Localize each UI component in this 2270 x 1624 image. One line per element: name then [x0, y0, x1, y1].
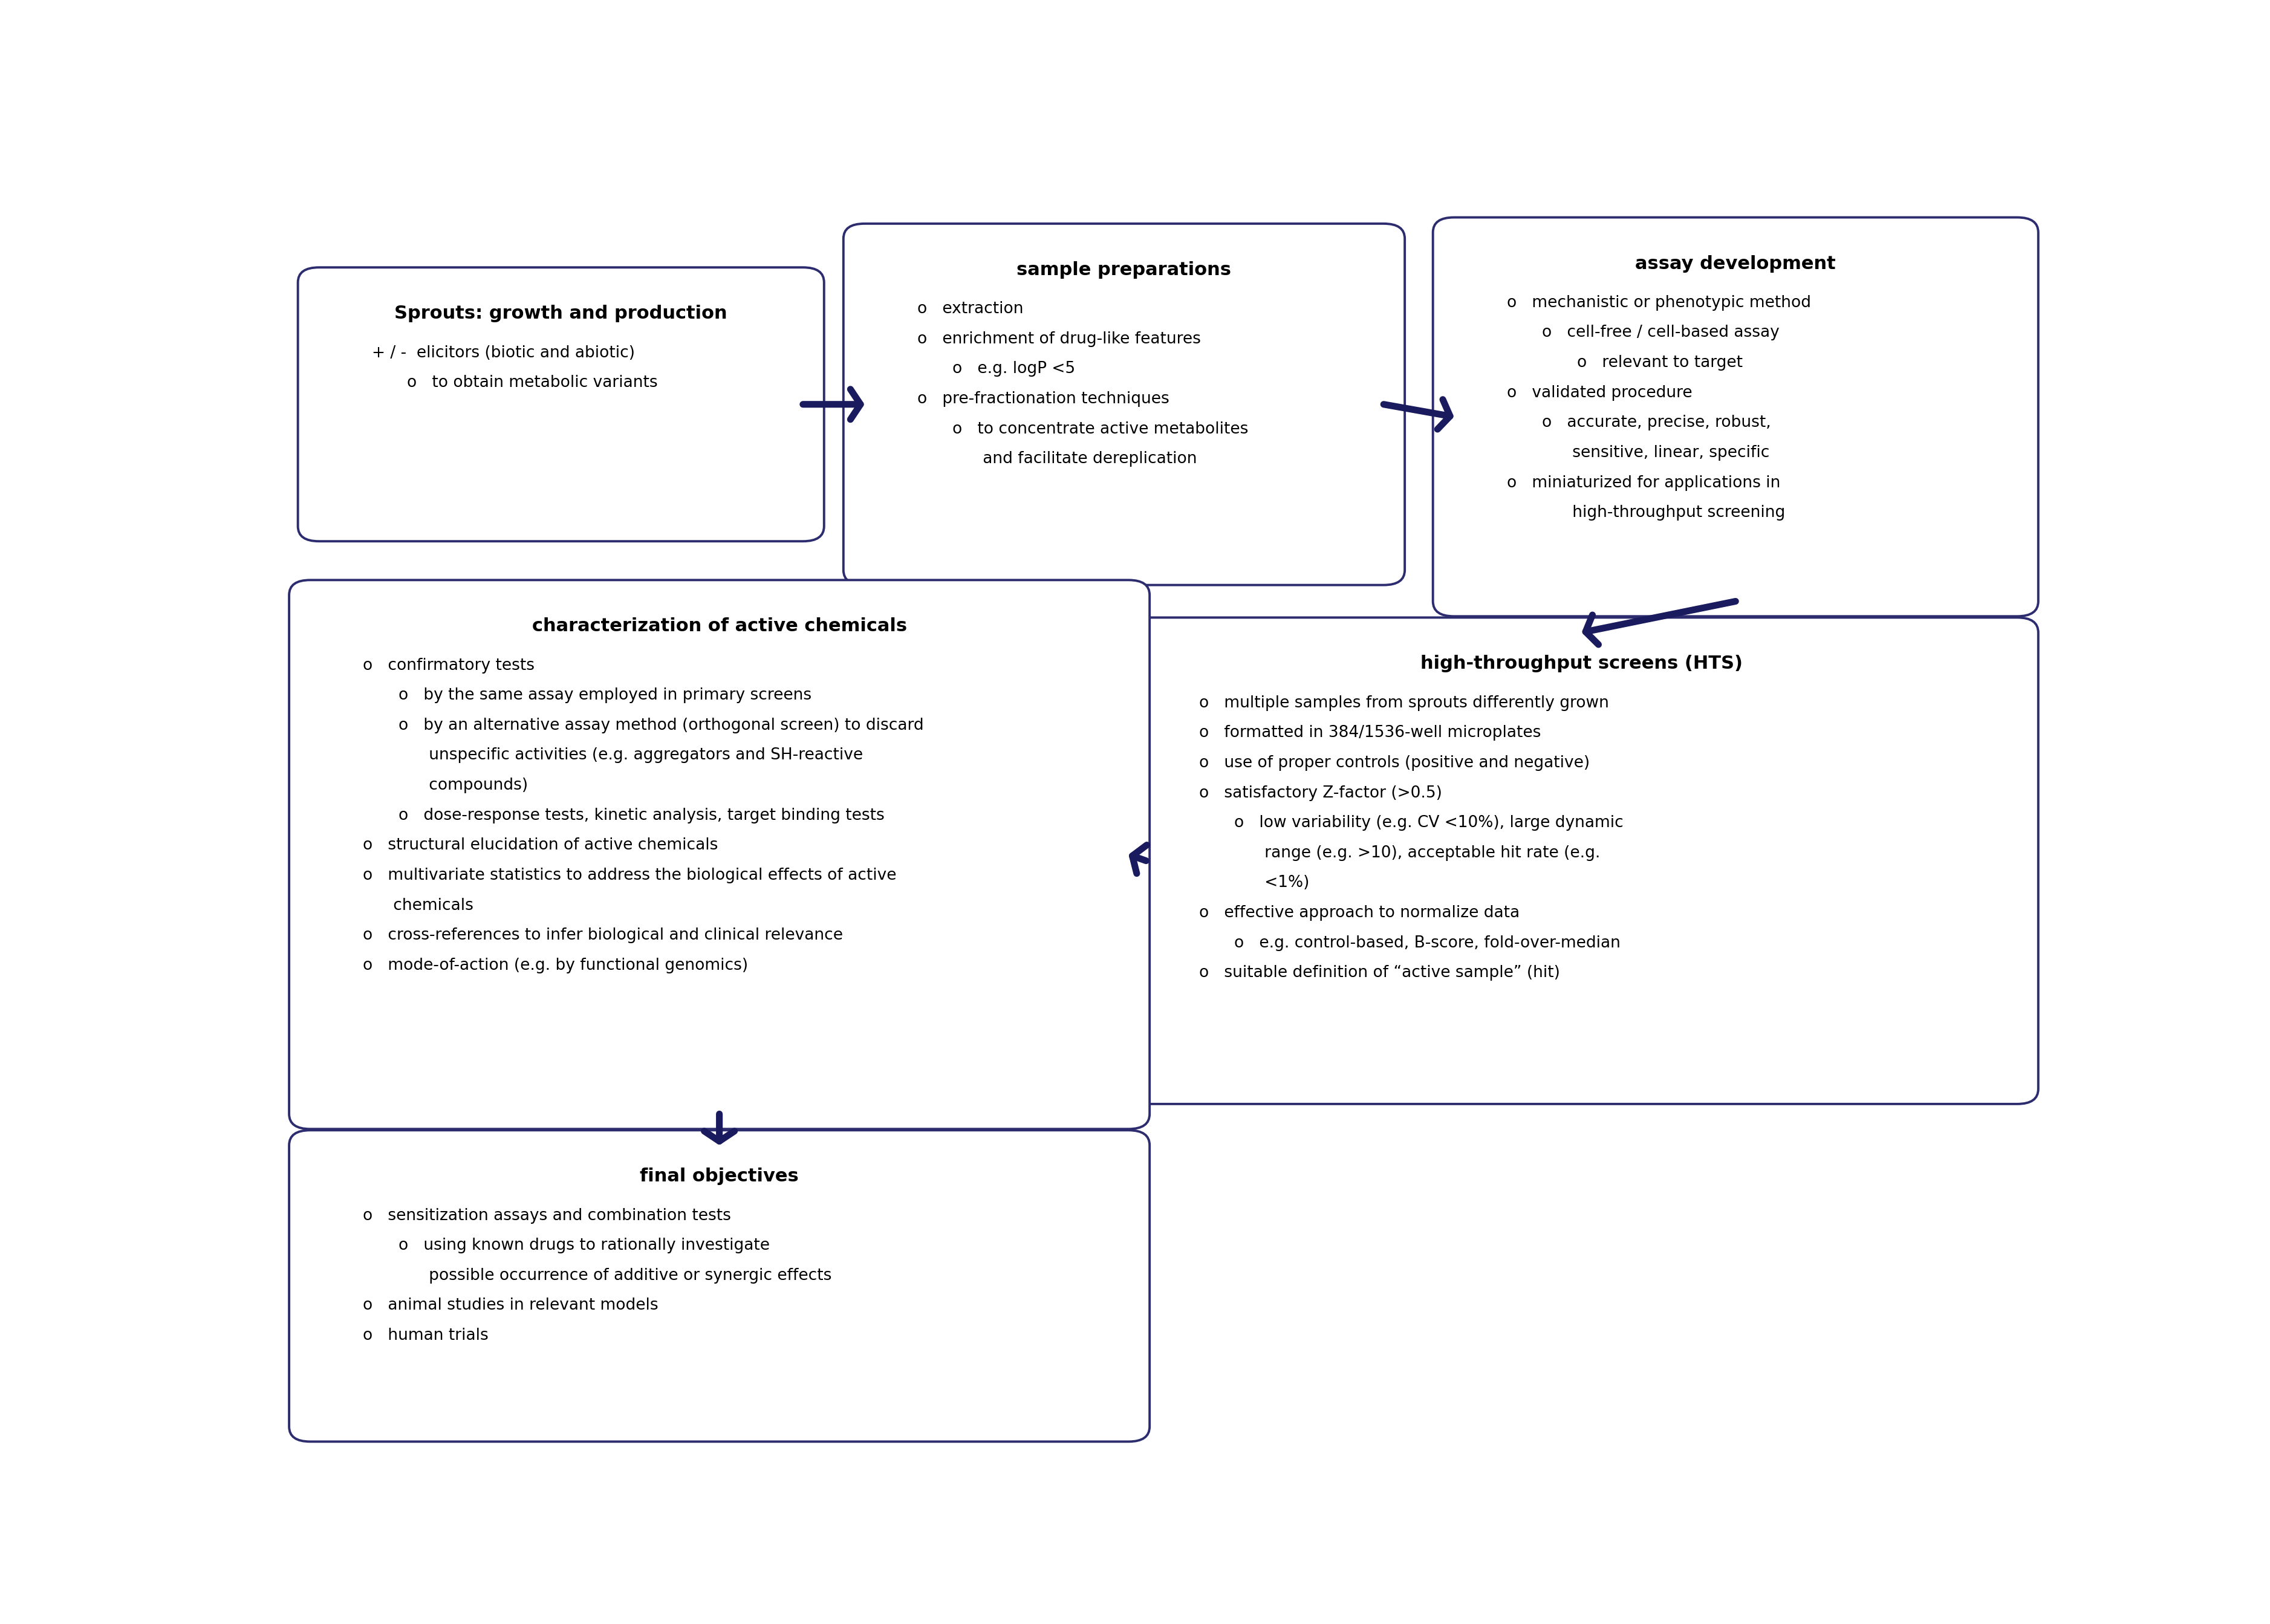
- Text: sample preparations: sample preparations: [1017, 261, 1230, 279]
- Text: o   low variability (e.g. CV <10%), large dynamic: o low variability (e.g. CV <10%), large …: [1235, 815, 1623, 831]
- Text: o   miniaturized for applications in: o miniaturized for applications in: [1507, 474, 1780, 490]
- Text: o   structural elucidation of active chemicals: o structural elucidation of active chemi…: [363, 838, 717, 853]
- Text: o   accurate, precise, robust,: o accurate, precise, robust,: [1541, 416, 1771, 430]
- Text: final objectives: final objectives: [640, 1168, 799, 1186]
- Text: o   cell-free / cell-based assay: o cell-free / cell-based assay: [1541, 325, 1780, 341]
- Text: Sprouts: growth and production: Sprouts: growth and production: [395, 305, 726, 323]
- Text: range (e.g. >10), acceptable hit rate (e.g.: range (e.g. >10), acceptable hit rate (e…: [1235, 844, 1600, 861]
- Text: o   sensitization assays and combination tests: o sensitization assays and combination t…: [363, 1208, 731, 1223]
- FancyBboxPatch shape: [842, 224, 1405, 585]
- Text: o   to concentrate active metabolites: o to concentrate active metabolites: [953, 421, 1248, 437]
- Text: and facilitate dereplication: and facilitate dereplication: [953, 451, 1196, 468]
- Text: chemicals: chemicals: [363, 898, 474, 913]
- Text: o   mechanistic or phenotypic method: o mechanistic or phenotypic method: [1507, 296, 1811, 310]
- FancyBboxPatch shape: [297, 268, 824, 541]
- Text: compounds): compounds): [397, 778, 527, 793]
- Text: high-throughput screens (HTS): high-throughput screens (HTS): [1421, 654, 1743, 672]
- Text: o   cross-references to infer biological and clinical relevance: o cross-references to infer biological a…: [363, 927, 842, 944]
- Text: o   enrichment of drug-like features: o enrichment of drug-like features: [917, 331, 1201, 348]
- Text: <1%): <1%): [1235, 875, 1310, 892]
- Text: assay development: assay development: [1634, 255, 1836, 273]
- Text: o   formatted in 384/1536-well microplates: o formatted in 384/1536-well microplates: [1199, 724, 1541, 741]
- Text: o   use of proper controls (positive and negative): o use of proper controls (positive and n…: [1199, 755, 1589, 771]
- Text: high-throughput screening: high-throughput screening: [1541, 505, 1784, 521]
- Text: + / -  elicitors (biotic and abiotic): + / - elicitors (biotic and abiotic): [372, 344, 636, 361]
- Text: o   dose-response tests, kinetic analysis, target binding tests: o dose-response tests, kinetic analysis,…: [397, 807, 883, 823]
- Text: o   extraction: o extraction: [917, 300, 1024, 317]
- Text: o   using known drugs to rationally investigate: o using known drugs to rationally invest…: [397, 1237, 770, 1254]
- Text: o   by an alternative assay method (orthogonal screen) to discard: o by an alternative assay method (orthog…: [397, 718, 924, 734]
- FancyBboxPatch shape: [288, 1130, 1149, 1442]
- Text: o   multivariate statistics to address the biological effects of active: o multivariate statistics to address the…: [363, 867, 897, 883]
- Text: o   suitable definition of “active sample” (hit): o suitable definition of “active sample”…: [1199, 965, 1559, 981]
- Text: o   animal studies in relevant models: o animal studies in relevant models: [363, 1298, 658, 1314]
- Text: o   relevant to target: o relevant to target: [1578, 356, 1743, 370]
- Text: o   to obtain metabolic variants: o to obtain metabolic variants: [406, 375, 658, 391]
- Text: o   satisfactory Z-factor (>0.5): o satisfactory Z-factor (>0.5): [1199, 784, 1441, 801]
- Text: o   human trials: o human trials: [363, 1328, 488, 1343]
- Text: o   confirmatory tests: o confirmatory tests: [363, 658, 536, 674]
- Text: o   by the same assay employed in primary screens: o by the same assay employed in primary …: [397, 687, 810, 703]
- Text: o   pre-fractionation techniques: o pre-fractionation techniques: [917, 391, 1169, 408]
- Text: characterization of active chemicals: characterization of active chemicals: [531, 617, 906, 635]
- FancyBboxPatch shape: [288, 580, 1149, 1129]
- Text: o   multiple samples from sprouts differently grown: o multiple samples from sprouts differen…: [1199, 695, 1609, 711]
- FancyBboxPatch shape: [1432, 218, 2038, 615]
- FancyBboxPatch shape: [1124, 617, 2038, 1104]
- Text: o   e.g. logP <5: o e.g. logP <5: [953, 361, 1076, 377]
- Text: o   effective approach to normalize data: o effective approach to normalize data: [1199, 905, 1519, 921]
- Text: o   mode-of-action (e.g. by functional genomics): o mode-of-action (e.g. by functional gen…: [363, 958, 749, 973]
- Text: unspecific activities (e.g. aggregators and SH-reactive: unspecific activities (e.g. aggregators …: [397, 747, 863, 763]
- Text: sensitive, linear, specific: sensitive, linear, specific: [1541, 445, 1768, 461]
- Text: possible occurrence of additive or synergic effects: possible occurrence of additive or syner…: [397, 1268, 831, 1283]
- Text: o   e.g. control-based, B-score, fold-over-median: o e.g. control-based, B-score, fold-over…: [1235, 935, 1621, 952]
- Text: o   validated procedure: o validated procedure: [1507, 385, 1691, 401]
